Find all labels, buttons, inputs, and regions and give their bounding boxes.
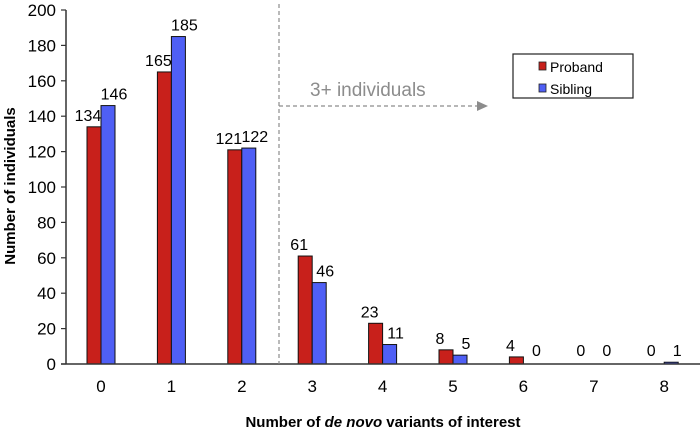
annotation-text: 3+ individuals: [310, 80, 426, 101]
data-label-proband: 0: [576, 343, 585, 360]
data-label-sibling: 5: [462, 336, 471, 353]
y-tick-label: 40: [37, 284, 56, 303]
x-tick-label: 7: [589, 377, 598, 396]
y-tick-label: 180: [28, 36, 56, 55]
data-label-sibling: 0: [532, 343, 541, 360]
x-tick-label: 4: [378, 377, 387, 396]
x-tick-label: 0: [96, 377, 105, 396]
legend-label-proband: Proband: [550, 59, 603, 75]
y-tick-label: 80: [37, 213, 56, 232]
data-label-proband: 165: [145, 53, 172, 70]
bar-sibling: [100, 105, 116, 365]
data-label-sibling: 185: [171, 18, 198, 35]
x-tick-label: 8: [659, 377, 668, 396]
data-label-sibling: 46: [316, 264, 334, 281]
data-label-sibling: 0: [602, 343, 611, 360]
arrow-head-icon: [477, 101, 488, 111]
data-label-proband: 121: [215, 131, 242, 148]
data-label-proband: 61: [290, 237, 308, 254]
y-tick-label: 140: [28, 107, 56, 126]
bar-proband: [156, 71, 172, 365]
legend: Proband Sibling: [512, 53, 634, 99]
x-tick-label: 3: [307, 377, 316, 396]
x-axis-title-italic: de novo: [325, 414, 383, 431]
data-label-sibling: 146: [101, 87, 128, 104]
y-tick-label: 20: [37, 320, 56, 339]
data-label-proband: 0: [647, 343, 656, 360]
bar-sibling: [241, 147, 257, 365]
bar-proband: [227, 149, 243, 365]
data-label-proband: 23: [361, 304, 379, 321]
data-label-sibling: 122: [241, 129, 268, 146]
x-axis-title-part: variants of interest: [382, 414, 520, 431]
legend-swatch-sibling: [538, 83, 547, 93]
bar-sibling: [452, 354, 468, 365]
y-tick-label: 200: [28, 1, 56, 20]
x-tick-label: 6: [519, 377, 528, 396]
x-tick-label: 5: [448, 377, 457, 396]
y-axis-title: Number of individuals: [2, 107, 19, 265]
bar-sibling: [170, 36, 186, 365]
x-tick-label: 2: [237, 377, 246, 396]
bar-sibling: [311, 282, 327, 365]
legend-label-sibling: Sibling: [550, 81, 592, 97]
bar-proband: [508, 356, 524, 365]
x-tick-label: 1: [167, 377, 176, 396]
x-axis-title-part: Number of: [245, 414, 324, 431]
bar-proband: [297, 255, 313, 365]
bar-proband: [368, 322, 384, 365]
x-axis-title: Number of de novo variants of interest: [245, 414, 520, 431]
y-tick-label: 160: [28, 72, 56, 91]
y-tick-label: 100: [28, 178, 56, 197]
data-label-proband: 134: [75, 108, 102, 125]
bar-proband: [438, 349, 454, 365]
legend-box: [512, 53, 634, 99]
data-label-sibling: 11: [387, 326, 404, 343]
data-label-sibling: 1: [673, 343, 682, 360]
data-label-proband: 8: [436, 331, 445, 348]
y-tick-label: 60: [37, 249, 56, 268]
y-tick-label: 0: [47, 355, 56, 374]
y-tick-label: 120: [28, 143, 56, 162]
data-label-proband: 4: [506, 338, 515, 355]
legend-swatch-proband: [538, 61, 547, 71]
bar-sibling: [382, 344, 398, 365]
bar-proband: [86, 126, 102, 365]
